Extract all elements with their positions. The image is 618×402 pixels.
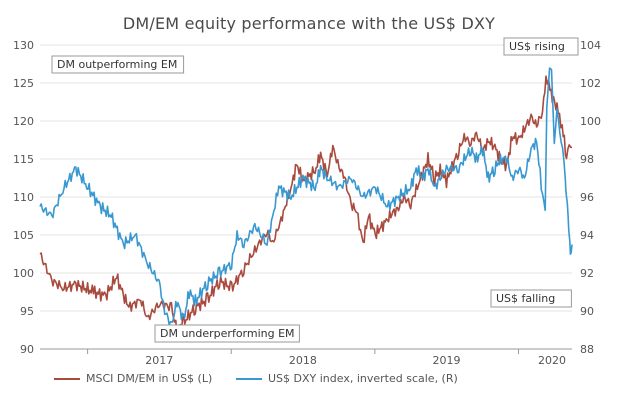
annotation-usd-rising-text: US$ rising: [509, 40, 565, 53]
x-tick-label: 2017: [145, 354, 173, 367]
annotation-dm-underperforming-text: DM underperforming EM: [160, 327, 295, 340]
x-tick-label: 2018: [289, 354, 317, 367]
annotation-dm-outperforming: DM outperforming EM: [51, 55, 185, 74]
y-right-tick-label: 102: [580, 77, 601, 90]
y-left-tick-label: 105: [13, 229, 34, 242]
y-left-tick-label: 130: [13, 39, 34, 52]
annotation-dm-outperforming-text: DM outperforming EM: [57, 58, 177, 71]
y-right-tick-label: 96: [580, 191, 594, 204]
y-right-tick-label: 100: [580, 115, 601, 128]
y-left-tick-label: 125: [13, 77, 34, 90]
legend-item-dm-em: MSCI DM/EM in US$ (L): [54, 372, 212, 385]
legend-label-dxy: US$ DXY index, inverted scale, (R): [268, 372, 458, 385]
series-line-dxy: [39, 67, 573, 326]
annotation-usd-falling-text: US$ falling: [496, 292, 555, 305]
y-right-tick-label: 98: [580, 153, 594, 166]
y-right-tick-label: 92: [580, 267, 594, 280]
annotation-dm-underperforming-frame: [154, 324, 300, 343]
annotation-dm-outperforming-frame: [51, 55, 185, 74]
series-line-dm-em: [39, 75, 573, 337]
y-right-tick-label: 88: [580, 343, 594, 356]
annotation-usd-rising-frame: [503, 37, 579, 56]
y-left-tick-label: 115: [13, 153, 34, 166]
legend-swatch-dm-em: [54, 377, 80, 380]
y-right-tick-label: 94: [580, 229, 594, 242]
annotation-dm-underperforming: DM underperforming EM: [154, 324, 300, 343]
annotation-usd-falling: US$ falling: [490, 289, 572, 308]
y-right-tick-label: 104: [580, 39, 601, 52]
y-left-tick-label: 110: [13, 191, 34, 204]
x-tick-label: 2020: [538, 354, 566, 367]
legend-label-dm-em: MSCI DM/EM in US$ (L): [86, 372, 213, 385]
annotation-usd-rising: US$ rising: [503, 37, 579, 56]
y-right-tick-label: 90: [580, 305, 594, 318]
y-left-tick-label: 120: [13, 115, 34, 128]
y-left-tick-label: 100: [13, 267, 34, 280]
legend-swatch-dxy: [236, 377, 262, 380]
series-layer: [39, 67, 573, 337]
annotation-usd-falling-frame: [490, 289, 572, 308]
y-left-tick-label: 90: [20, 343, 34, 356]
axes: 90 95 100 105 110 115 120 125 130 88 90 92 94 96 98 100…: [13, 39, 601, 367]
x-tick-label: 2019: [432, 354, 460, 367]
y-left-tick-label: 95: [20, 305, 34, 318]
chart-title: DM/EM equity performance with the US$ DX…: [122, 14, 496, 33]
annotations: DM outperforming EM DM underperforming EM…: [51, 37, 579, 343]
legend-item-dxy: US$ DXY index, inverted scale, (R): [236, 372, 458, 385]
